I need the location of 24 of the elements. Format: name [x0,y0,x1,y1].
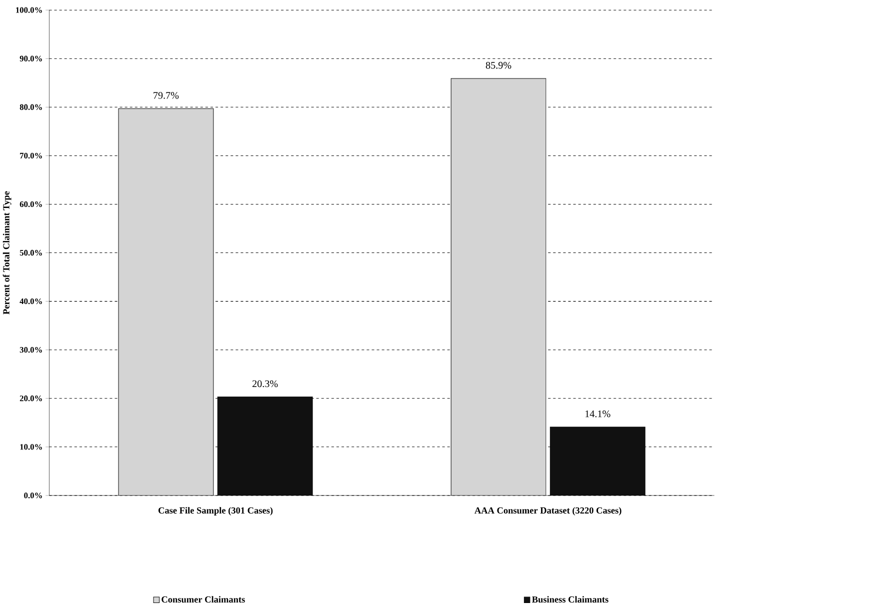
bar [118,108,214,496]
x-tick-label: AAA Consumer Dataset (3220 Cases) [474,507,622,516]
data-label: 14.1% [585,410,610,418]
legend-label: Consumer Claimants [162,596,245,603]
y-tick-label: 20.0% [20,395,42,402]
y-tick-label: 50.0% [20,250,42,256]
data-label: 85.9% [486,62,512,69]
y-tick-label: 100.0% [16,7,42,13]
y-axis-title: Percent of Total Claimant Type [2,191,12,314]
data-label: 79.7% [154,92,179,99]
y-tick-label: 40.0% [20,298,42,304]
bar [550,426,646,496]
bar [217,396,313,496]
y-tick-label: 0.0% [24,492,42,498]
legend-label: Business Claimants [532,596,608,603]
y-tick-label: 90.0% [20,56,42,62]
y-tick-label: 80.0% [20,104,42,110]
y-tick-label: 60.0% [20,201,42,208]
y-tick-label: 70.0% [20,152,42,158]
bar [450,78,546,496]
y-tick-label: 30.0% [20,346,42,353]
x-tick-label: Case File Sample (301 Cases) [158,507,273,516]
y-tick-label: 10.0% [20,444,42,450]
data-label: 20.3% [252,380,278,388]
